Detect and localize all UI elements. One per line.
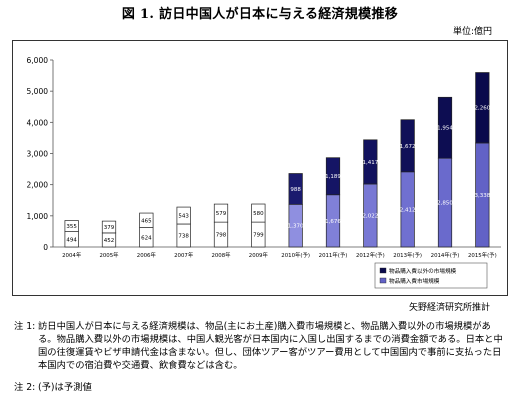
bar-segment-8-other (325, 157, 341, 196)
data-label-purchase: 2,850 (437, 201, 453, 207)
y-tick-label: 0 (43, 243, 48, 252)
data-label-purchase: 3,338 (474, 193, 490, 199)
x-tick-label: 2006年 (137, 251, 157, 259)
bar-segment-11-other (437, 96, 453, 159)
note-1-prefix: 注 1: (14, 321, 36, 332)
data-label-purchase: 2,412 (400, 207, 416, 213)
x-tick-label: 2009年 (249, 251, 269, 259)
x-tick-label: 2013年(予) (393, 251, 422, 259)
legend-label-purchase: 物品購入費市場規模 (389, 277, 440, 285)
y-tick-label: 1,000 (27, 212, 49, 221)
data-label-purchase: 2,022 (362, 213, 378, 219)
data-label-other: 1,189 (325, 174, 341, 180)
source-credit: 矢野経済研究所推計 (408, 303, 490, 313)
bar-segment-10-other (400, 119, 415, 173)
note-2-prefix: 注 2: (14, 382, 36, 393)
bar-segment-12-other (475, 72, 490, 144)
data-label-other: 355 (66, 224, 77, 230)
chart-title: 図 1. 訪日中国人が日本に与える経済規模推移 (121, 7, 399, 22)
unit-label: 単位:億円 (452, 27, 492, 37)
x-tick-label: 2011年(予) (319, 251, 348, 259)
data-label-purchase: 738 (178, 233, 189, 239)
x-tick-label: 2008年 (211, 251, 231, 259)
data-label-purchase: 494 (66, 237, 77, 243)
x-tick-label: 2012年(予) (356, 251, 385, 259)
bar-segment-5-other (213, 203, 229, 223)
legend-box (374, 262, 488, 289)
data-label-purchase: 799 (253, 233, 264, 239)
data-label-purchase: 1,676 (325, 219, 341, 225)
data-label-other: 988 (290, 187, 301, 193)
data-label-other: 579 (216, 211, 227, 217)
y-tick-label: 4,000 (27, 118, 49, 127)
x-tick-label: 2010年(予) (281, 251, 310, 259)
data-label-purchase: 798 (216, 233, 227, 239)
data-label-other: 580 (253, 211, 264, 217)
note-2-text: (予)は予測値 (38, 382, 92, 393)
bar-segment-9-other (363, 139, 378, 185)
x-tick-label: 2005年 (99, 251, 119, 259)
x-tick-label: 2007年 (174, 251, 194, 259)
data-label-other: 1,417 (362, 160, 378, 166)
data-label-other: 2,260 (474, 106, 490, 112)
legend-swatch-purchase (379, 277, 387, 284)
note-1: 注 1: 訪日中国人が日本に与える経済規模は、物品(主にお土産)購入費市場規模と… (14, 320, 504, 372)
x-tick-label: 2015年(予) (468, 251, 497, 259)
data-label-other: 1,954 (437, 126, 453, 132)
x-tick-label: 2014年(予) (431, 251, 460, 259)
bar-segment-1-other (64, 220, 79, 232)
y-tick-label: 6,000 (27, 56, 49, 65)
y-tick-label: 2,000 (27, 181, 49, 190)
note-2: 注 2: (予)は予測値 (14, 381, 92, 394)
data-label-other: 1,672 (400, 144, 416, 150)
data-label-other: 543 (178, 214, 189, 220)
note-1-text: 訪日中国人が日本に与える経済規模は、物品(主にお土産)購入費市場規模と、物品購入… (38, 321, 503, 371)
bar-segment-2-other (101, 220, 117, 234)
data-label-purchase: 452 (104, 238, 115, 244)
data-label-purchase: 624 (141, 235, 152, 241)
legend-label-other: 物品購入費以外の市場規模 (389, 267, 457, 275)
data-label-purchase: 1,370 (288, 224, 304, 230)
y-tick-label: 5,000 (27, 87, 49, 96)
bar-segment-3-other (139, 212, 154, 228)
legend-swatch-other (379, 267, 387, 274)
bar-segment-7-other (288, 173, 303, 205)
data-label-other: 379 (104, 225, 115, 231)
stacked-bar-chart: 0 1,000 2,000 3,000 4,000 5,000 6,000 494 355 200… (27, 56, 501, 289)
bar-segment-4-other (176, 206, 191, 225)
x-tick-label: 2004年 (62, 251, 82, 259)
bar-segment-6-other (251, 203, 266, 223)
y-tick-label: 3,000 (27, 150, 49, 159)
chart-frame: 0 1,000 2,000 3,000 4,000 5,000 6,000 494 355 200… (12, 40, 508, 296)
data-label-other: 465 (141, 218, 152, 224)
